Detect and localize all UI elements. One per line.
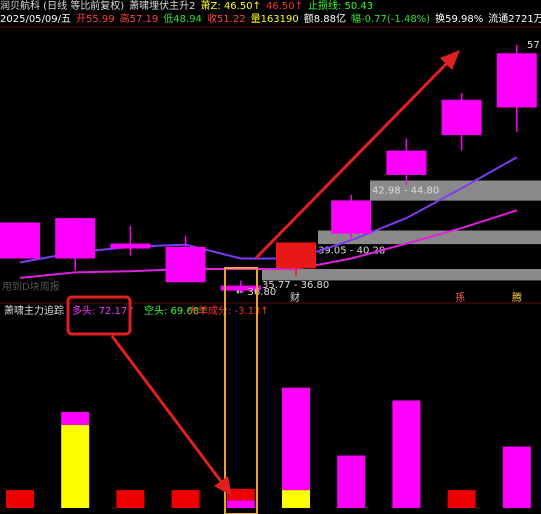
quote-item: 低48.94 xyxy=(163,14,202,25)
candle-body xyxy=(110,243,151,249)
arrow-head xyxy=(440,50,460,70)
candle-body xyxy=(496,53,537,108)
reading: 大单成分: -3.13↑ xyxy=(188,304,269,317)
annotation: 孫 xyxy=(455,292,465,304)
moving-average xyxy=(19,209,518,279)
candle-body xyxy=(276,242,316,269)
candle-body xyxy=(165,246,206,283)
reading: 空头: 69.68↑ xyxy=(144,304,208,317)
bar xyxy=(337,455,366,508)
quote-row: 2025/05/09/五 开55.99 高57.19 低48.94 收51.22 量163… xyxy=(0,13,541,26)
bar xyxy=(226,488,255,501)
quote-item: 收51.22 xyxy=(206,14,246,25)
candle-body xyxy=(386,150,427,175)
candle-body xyxy=(331,200,372,234)
zone xyxy=(262,269,541,281)
candle-body xyxy=(441,99,482,136)
panel-title: 萧啸主力追踪 xyxy=(4,304,64,317)
quote-item: 2025/05/09/五 xyxy=(0,14,72,25)
zone-label: 42.98 - 44.80 xyxy=(372,185,439,196)
highlight-box xyxy=(224,267,258,514)
quote-item: 幅-0.77(-1.48%) xyxy=(351,14,431,25)
bar xyxy=(226,500,255,508)
annotation: 57.1 xyxy=(527,40,541,51)
reading: 止损线: 50.43 xyxy=(307,1,374,12)
zone-label: 39.05 - 40.28 xyxy=(318,246,385,257)
header: 润贝航科 (日线 等比前复权) 萧啸埋伏主升2 萧Z: 46.50↑ 46.50↑ 止损… xyxy=(0,0,541,26)
bar xyxy=(502,446,531,508)
annotation: 用到D块周报 xyxy=(2,280,60,293)
candle-body xyxy=(0,222,40,259)
bar xyxy=(282,490,310,508)
stock-title: 润贝航科 (日线 等比前复权) xyxy=(0,1,125,12)
quote-item: 高57.19 xyxy=(119,14,159,25)
bar xyxy=(61,412,90,425)
bar xyxy=(282,387,310,491)
quote-item: 额8.88亿 xyxy=(303,14,347,25)
reading: 46.50↑ xyxy=(265,1,303,12)
zone-label: 35.77 - 36.80 xyxy=(262,280,329,291)
quote-item: 开55.99 xyxy=(76,14,115,25)
quote-item: 流通2721万 xyxy=(488,14,541,25)
bar xyxy=(61,424,90,508)
moving-average xyxy=(19,156,518,264)
bar xyxy=(171,490,200,508)
callout-box xyxy=(66,295,132,336)
bar xyxy=(116,490,145,508)
candle-body xyxy=(55,218,96,259)
indicator-name: 萧啸埋伏主升2 xyxy=(129,1,196,12)
annotation: 腾 xyxy=(512,291,522,304)
title-row: 润贝航科 (日线 等比前复权) 萧啸埋伏主升2 萧Z: 46.50↑ 46.50↑ 止损… xyxy=(0,0,541,13)
arrow-head xyxy=(214,476,232,496)
reading: 多头: 72.17↑ xyxy=(72,304,136,317)
quote-item: 量163190 xyxy=(250,14,299,25)
reading: 萧Z: 46.50↑ xyxy=(200,1,261,12)
arrow xyxy=(254,56,454,260)
annotation: 财 xyxy=(290,291,300,304)
candle-body xyxy=(220,285,261,291)
bar xyxy=(6,490,34,508)
bar xyxy=(392,400,421,508)
bar xyxy=(447,490,476,508)
arrow xyxy=(110,335,228,489)
quote-item: 换59.98% xyxy=(435,14,484,25)
